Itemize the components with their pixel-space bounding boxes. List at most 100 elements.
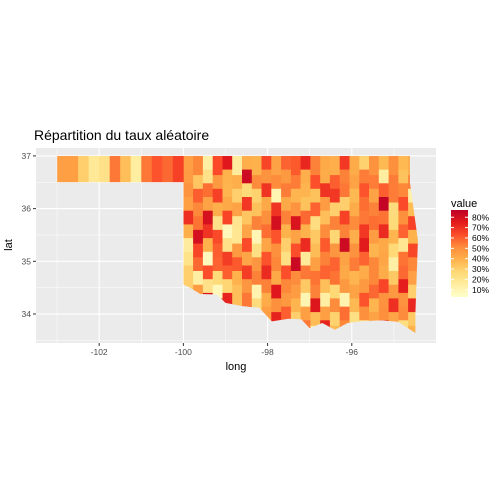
county-cell <box>320 238 330 252</box>
county-cell <box>291 230 301 244</box>
y-tick-label: 34 <box>22 309 32 319</box>
county-cell <box>213 230 223 244</box>
county-cell <box>183 224 193 238</box>
county-cell <box>271 271 281 285</box>
y-axis-title: lat <box>3 239 15 251</box>
county-cell <box>232 285 242 299</box>
county-cell <box>223 197 233 211</box>
county-cell <box>262 224 272 238</box>
county-cell <box>281 266 291 280</box>
county-cell <box>223 266 233 280</box>
county-cell <box>193 203 203 217</box>
county-cell <box>379 293 389 307</box>
county-cell <box>99 156 110 182</box>
county-cell <box>281 238 291 252</box>
county-cell <box>330 216 340 230</box>
county-cell <box>213 175 223 189</box>
county-cell <box>320 307 330 321</box>
county-cell <box>301 224 311 238</box>
county-cell <box>359 183 369 197</box>
county-cell <box>281 211 291 225</box>
county-cell <box>252 285 262 299</box>
county-cell <box>350 216 360 230</box>
county-cell <box>340 224 350 238</box>
county-cell <box>232 156 242 176</box>
y-tick-label: 35 <box>22 256 32 266</box>
county-cell <box>262 183 272 197</box>
county-cell <box>281 197 291 211</box>
county-cell <box>398 183 408 197</box>
county-cell <box>350 298 360 312</box>
county-cell <box>359 197 369 211</box>
county-cell <box>340 307 350 321</box>
county-cell <box>330 271 340 285</box>
county-cell <box>389 230 399 244</box>
county-cell <box>242 279 252 293</box>
county-cell <box>301 197 311 211</box>
county-cell <box>310 298 320 312</box>
county-cell <box>232 189 242 203</box>
county-cell <box>203 170 213 184</box>
county-cell <box>398 156 408 170</box>
county-cell <box>320 279 330 293</box>
county-cell <box>350 285 360 299</box>
county-cell <box>213 271 223 285</box>
county-cell <box>330 203 340 217</box>
county-cell <box>193 175 203 189</box>
y-tick-label: 37 <box>22 151 32 161</box>
county-cell <box>369 285 379 299</box>
county-cell <box>183 183 193 197</box>
county-cell <box>389 244 399 258</box>
county-cell <box>271 156 281 176</box>
county-cell <box>252 271 262 285</box>
county-cell <box>57 156 68 182</box>
county-cell <box>359 252 369 266</box>
county-cell <box>193 189 203 203</box>
county-cell <box>389 285 399 299</box>
county-cell <box>183 211 193 225</box>
county-cell <box>301 183 311 197</box>
county-cell <box>398 211 408 225</box>
legend-label: 10% <box>472 285 489 295</box>
county-cell <box>330 257 340 271</box>
county-cell <box>369 175 379 189</box>
county-cell <box>262 197 272 211</box>
county-cell <box>291 285 301 299</box>
county-cell <box>291 216 301 230</box>
county-cell <box>281 293 291 307</box>
county-cell <box>141 156 152 182</box>
county-cell <box>379 224 389 238</box>
county-cell <box>193 156 203 176</box>
x-tick-label: -98 <box>261 347 274 357</box>
county-cell <box>291 203 301 217</box>
county-cell <box>320 266 330 280</box>
county-cell <box>408 257 418 271</box>
county-cell <box>310 175 320 189</box>
county-cell <box>271 203 281 217</box>
county-cell <box>379 238 389 252</box>
county-cell <box>262 293 272 307</box>
county-cell <box>213 216 223 230</box>
legend-label: 20% <box>472 274 489 284</box>
county-cell <box>369 298 379 312</box>
county-cell <box>389 216 399 230</box>
county-cell <box>320 224 330 238</box>
county-cell <box>379 307 389 321</box>
legend-colorbar <box>451 210 468 297</box>
county-cell <box>379 211 389 225</box>
x-axis-title: long <box>226 361 247 373</box>
county-cell <box>398 266 408 280</box>
county-cell <box>271 216 281 230</box>
county-cell <box>223 279 233 293</box>
county-cell <box>369 203 379 217</box>
county-cell <box>183 197 193 211</box>
county-cell <box>340 252 350 266</box>
county-cell <box>223 211 233 225</box>
county-cell <box>271 230 281 244</box>
county-cell <box>350 230 360 244</box>
legend-label: 60% <box>472 233 489 243</box>
county-cell <box>301 252 311 266</box>
county-cell <box>350 156 360 176</box>
county-cell <box>271 175 281 189</box>
